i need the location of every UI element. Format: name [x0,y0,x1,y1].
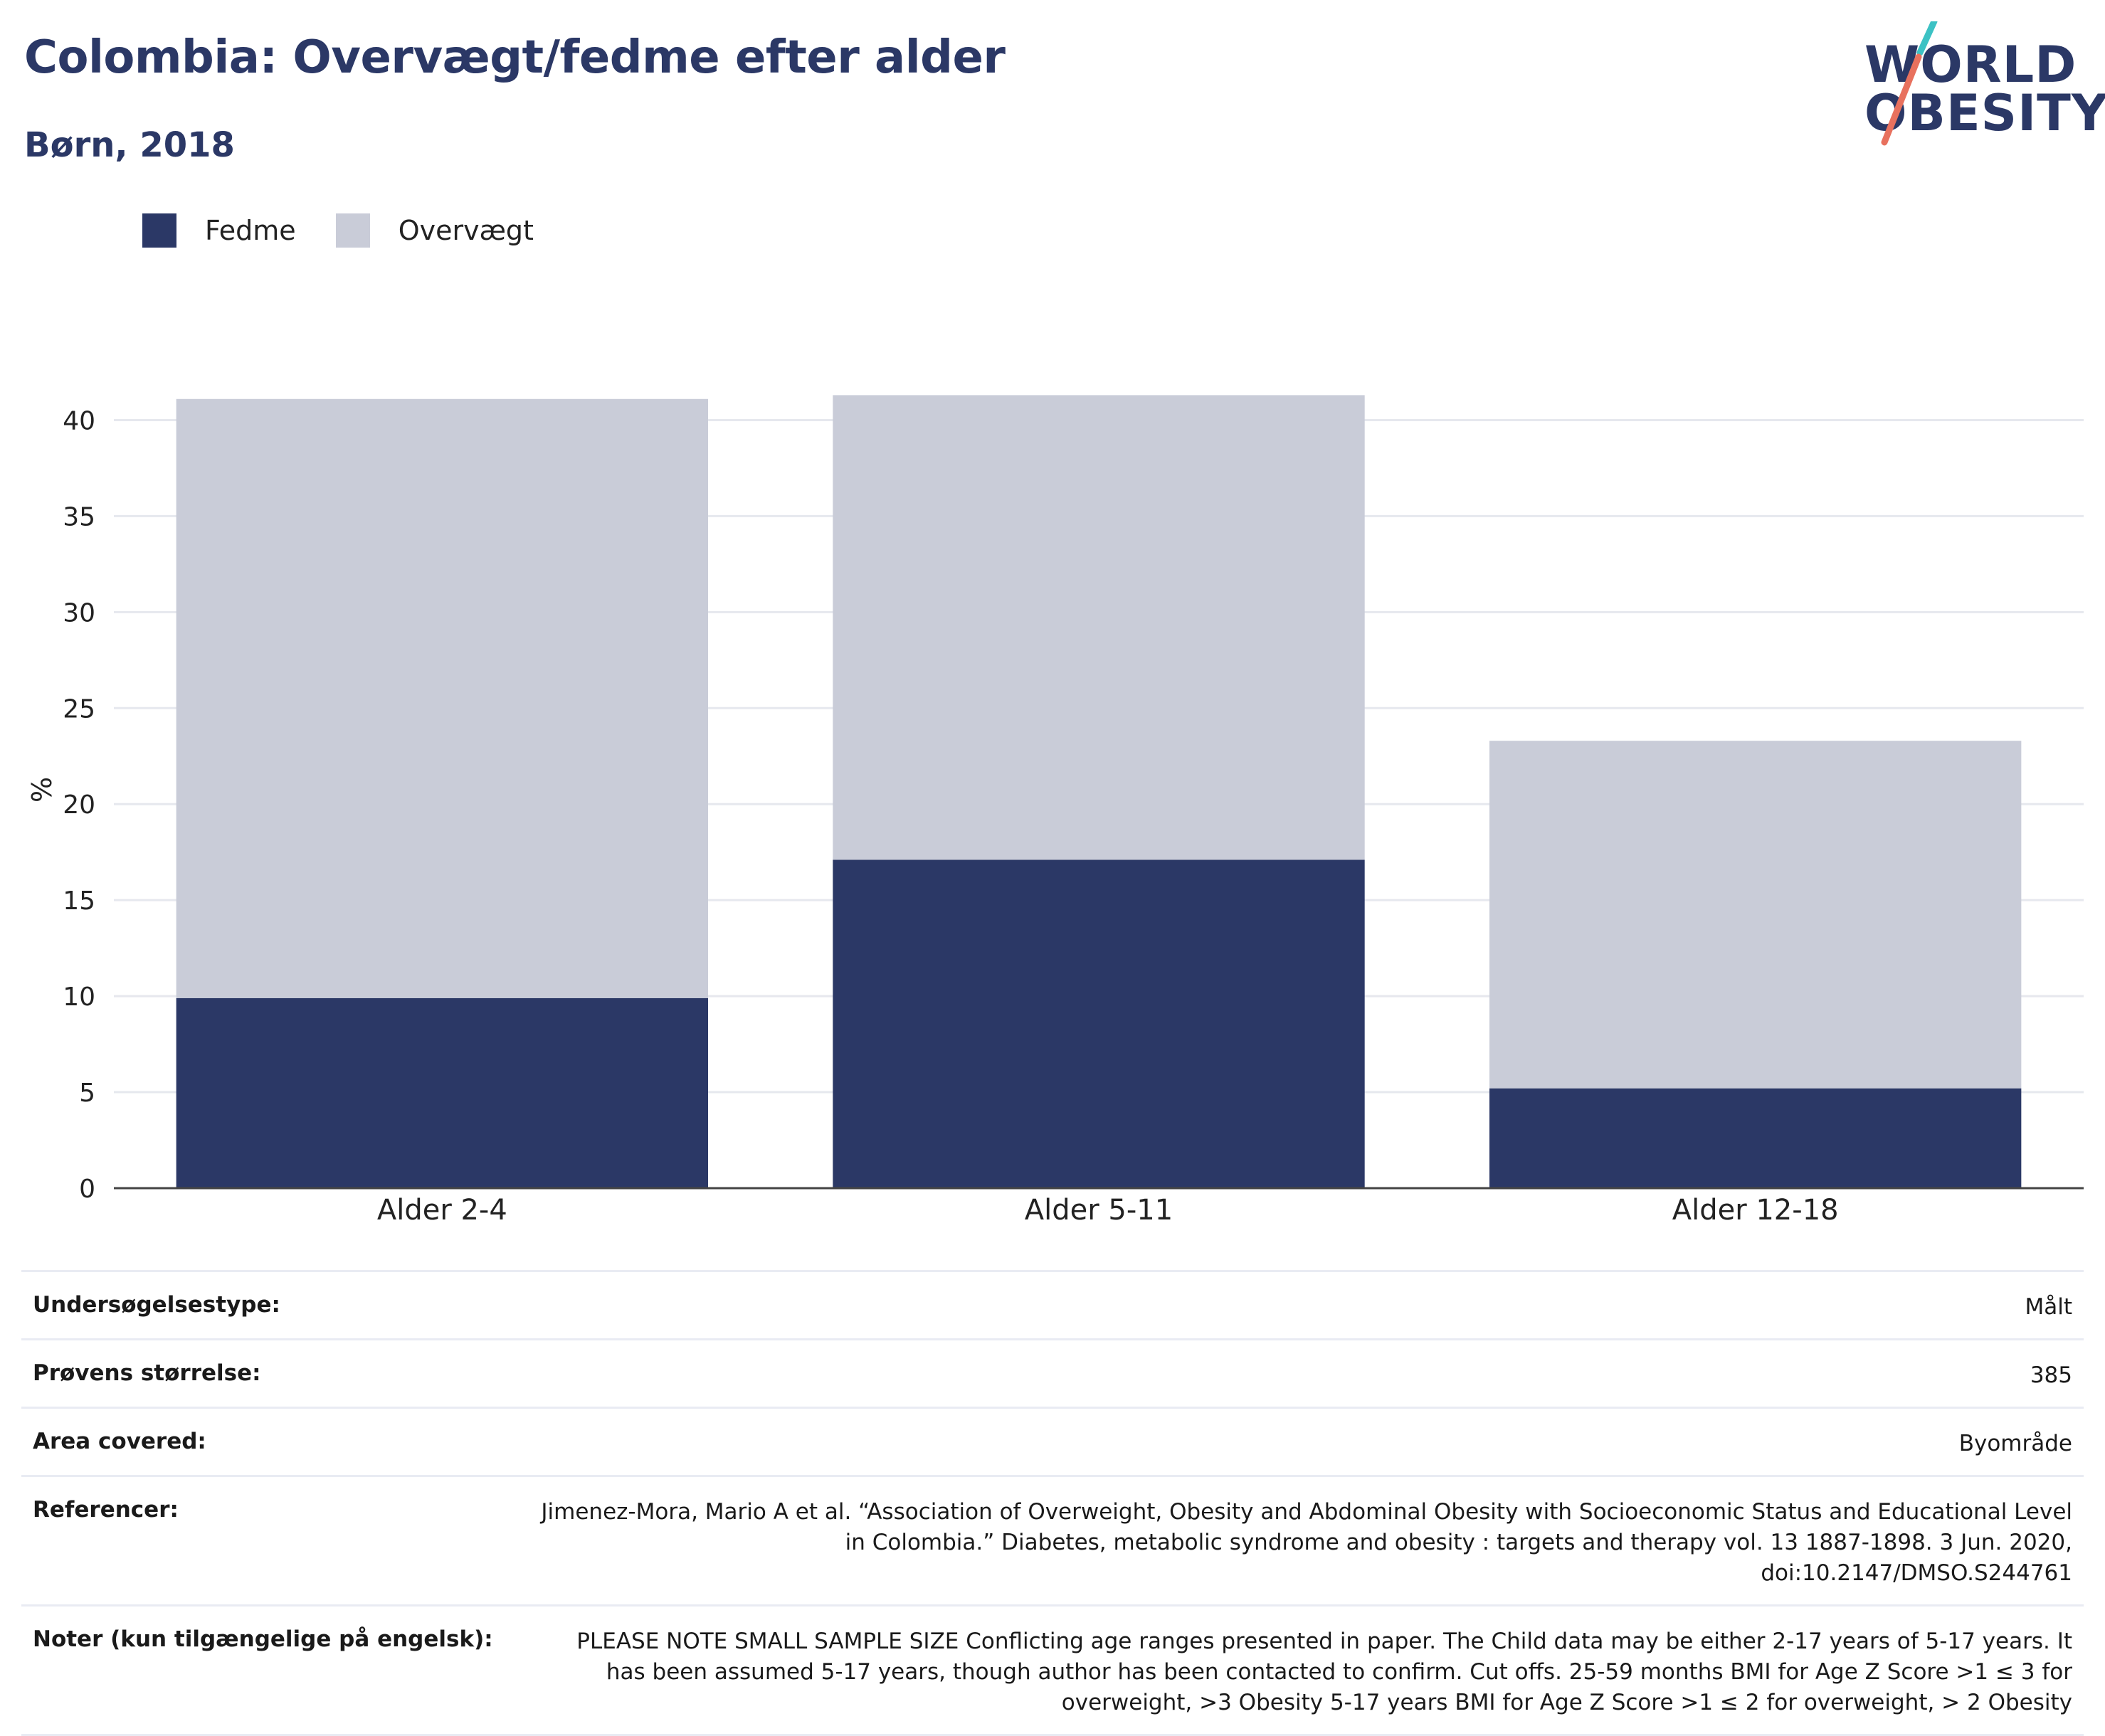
info-row: Prøvens størrelse: 385 [21,1338,2084,1407]
bar-fedme [1489,1088,2022,1188]
info-value: Byområde [1958,1431,2072,1456]
bar-chart: 0 5 10 15 20 25 30 35 40% Alder 2-4 Alder 5-11 Alde… [26,395,2084,1227]
y-tick-label: 5 [79,1079,95,1108]
legend-label-fedme: Fedme [205,215,296,246]
x-tick-label: Alder 2-4 [377,1194,507,1227]
legend-item-overvaegt[interactable]: Overvægt [335,213,534,248]
y-tick-label: 35 [63,502,95,531]
info-row: Referencer: Jimenez-Mora, Mario A et al. … [21,1475,2084,1604]
logo-slash-icon [1881,21,1938,146]
y-tick-label: 0 [79,1175,95,1204]
info-row: Undersøgelsestype: Målt [21,1270,2084,1338]
chart-title: Colombia: Overvægt/fedme efter alder [24,31,1006,84]
info-value: Målt [2025,1294,2072,1320]
world-obesity-logo: WORLD OBESITY [1850,21,2105,149]
info-label: Undersøgelsestype: [33,1292,280,1318]
y-tick-label: 20 [63,790,95,820]
info-label: Referencer: [33,1497,179,1523]
info-label: Area covered: [33,1429,206,1454]
y-tick-label: 25 [63,694,95,724]
legend-swatch-fedme [142,213,176,248]
x-tick-label: Alder 12-18 [1672,1194,1839,1227]
bar-overvaegt [833,395,1365,860]
y-tick-label: 40 [63,406,95,435]
y-tick-label: 15 [63,886,95,916]
bar-fedme [833,859,1365,1188]
legend-swatch-overvaegt [335,213,370,248]
info-label: Prøvens størrelse: [33,1360,261,1386]
x-tick-label: Alder 5-11 [1025,1194,1173,1227]
logo-line1: WORLD [1864,36,2077,94]
info-value: PLEASE NOTE SMALL SAMPLE SIZE Conflictin… [576,1629,2072,1715]
info-value: 385 [2030,1362,2072,1388]
bar-overvaegt [1489,741,2022,1089]
bar-fedme [176,997,709,1188]
bar-overvaegt [176,398,709,998]
chart-legend: Fedme Overvægt [142,212,574,249]
legend-item-fedme[interactable]: Fedme [142,213,296,248]
y-tick-label: 10 [63,983,95,1012]
info-table: Undersøgelsestype: Målt Prøvens størrelse:… [21,1270,2084,1736]
info-label: Noter (kun tilgængelige på engelsk): [33,1626,493,1652]
y-tick-label: 30 [63,598,95,628]
y-axis-label: % [26,777,58,803]
legend-label-overvaegt: Overvægt [398,215,534,246]
info-row: Noter (kun tilgængelige på engelsk): PLEA… [21,1604,2084,1736]
chart-subtitle: Børn, 2018 [24,125,235,165]
info-row: Area covered: Byområde [21,1407,2084,1475]
info-value: Jimenez-Mora, Mario A et al. “Associatio… [541,1499,2072,1586]
